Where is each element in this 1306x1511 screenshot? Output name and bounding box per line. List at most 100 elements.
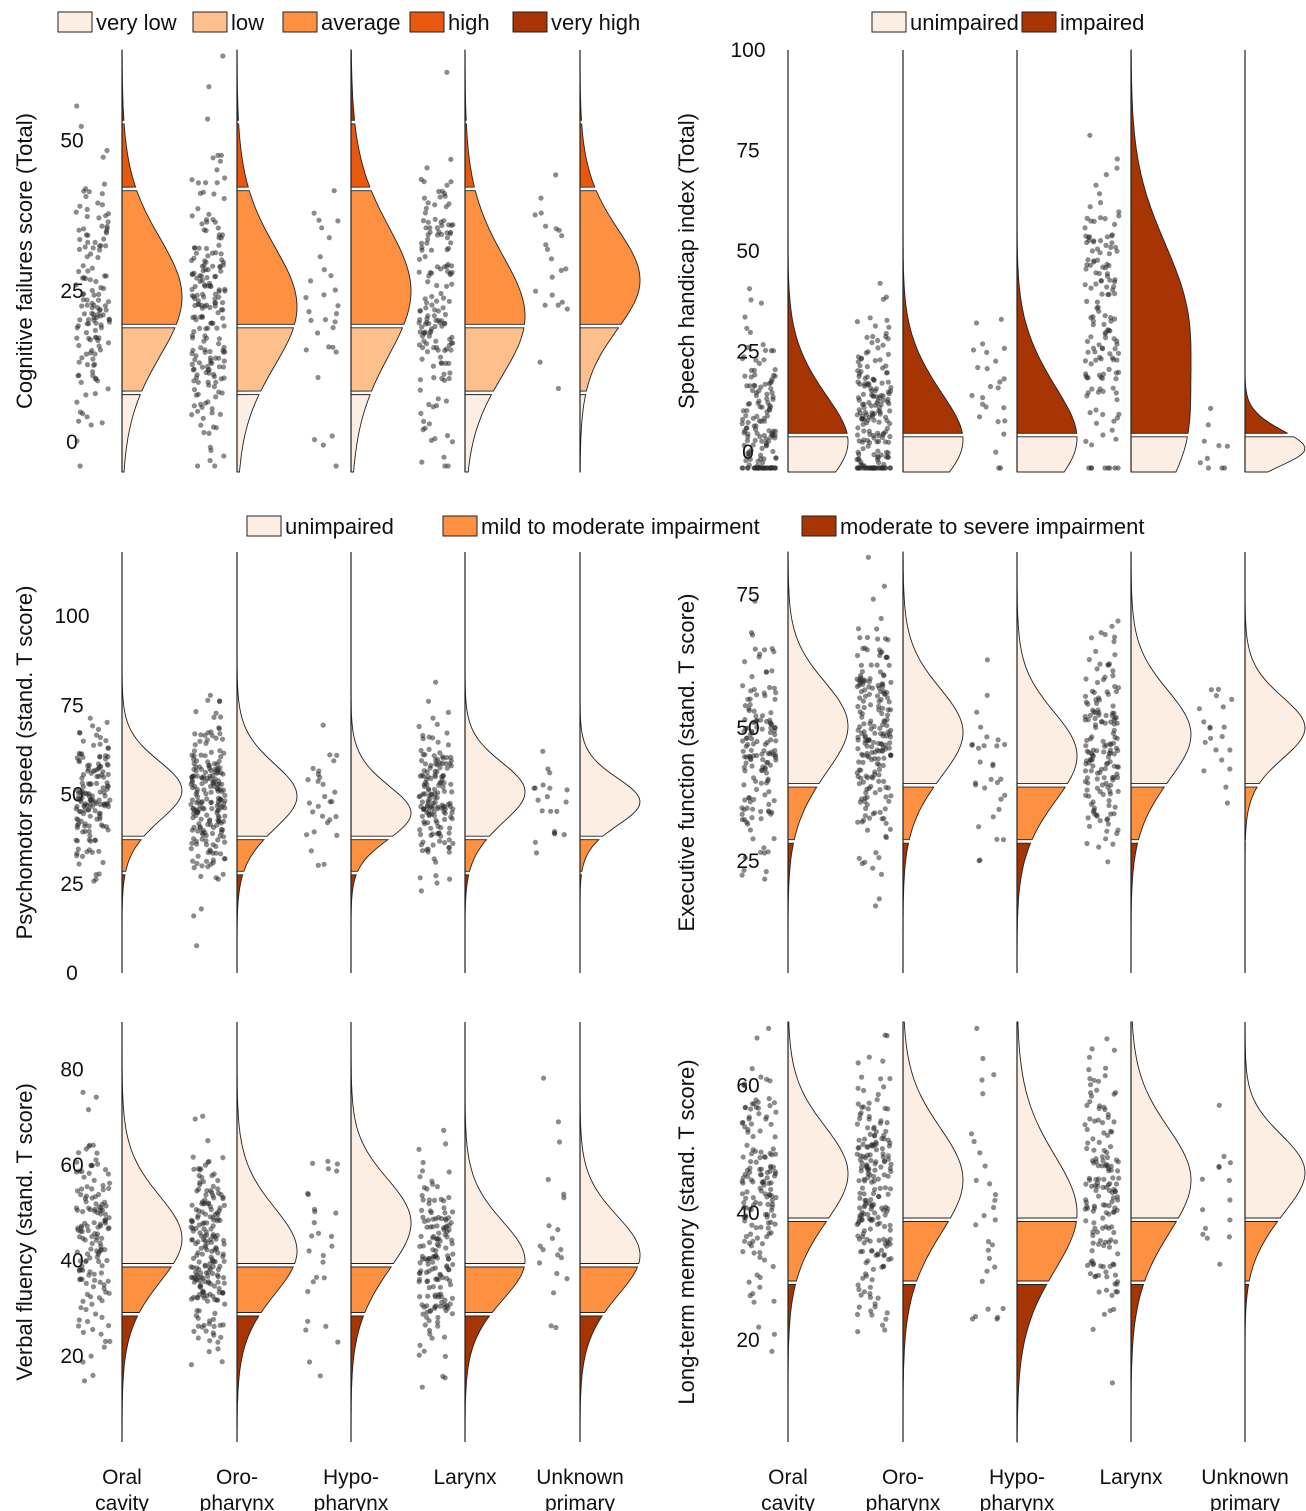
- data-point: [870, 596, 876, 602]
- data-point: [213, 843, 219, 850]
- data-point: [201, 262, 207, 268]
- data-point: [752, 426, 759, 432]
- data-point: [217, 411, 223, 417]
- data-point: [866, 684, 872, 690]
- data-point: [867, 676, 873, 682]
- data-point: [1116, 209, 1122, 215]
- data-point: [97, 306, 103, 313]
- data-point: [869, 1141, 875, 1147]
- data-point: [1106, 1168, 1112, 1174]
- data-point: [202, 258, 208, 264]
- data-point: [886, 798, 892, 804]
- data-point: [758, 780, 764, 786]
- data-point: [747, 1206, 753, 1212]
- data-point: [761, 647, 768, 653]
- data-point: [758, 1188, 764, 1194]
- data-point: [854, 652, 861, 659]
- data-point: [320, 781, 326, 787]
- data-point: [1227, 1197, 1233, 1203]
- data-point: [869, 1312, 875, 1318]
- data-point: [78, 1192, 84, 1198]
- data-point: [441, 454, 447, 460]
- data-point: [335, 1339, 341, 1345]
- data-point: [747, 799, 753, 805]
- data-point: [201, 294, 207, 300]
- data-point: [441, 218, 447, 224]
- data-point: [77, 797, 83, 803]
- data-point: [209, 806, 215, 812]
- data-point: [855, 773, 861, 780]
- density-band-2: [579, 1266, 639, 1313]
- data-point: [743, 413, 749, 419]
- data-point: [89, 347, 95, 354]
- data-point: [748, 688, 754, 694]
- data-point: [771, 798, 777, 804]
- data-point: [1205, 465, 1212, 471]
- data-point: [74, 816, 80, 822]
- data-point: [863, 1271, 869, 1277]
- data-point: [204, 796, 210, 802]
- data-point: [875, 337, 881, 344]
- data-point: [876, 1237, 882, 1243]
- data-point: [761, 850, 768, 856]
- data-point: [994, 836, 1000, 842]
- data-point: [868, 465, 874, 471]
- data-point: [432, 323, 438, 330]
- data-point: [887, 1236, 893, 1242]
- data-point: [870, 1216, 876, 1222]
- data-point: [992, 1264, 998, 1270]
- data-point: [99, 420, 105, 426]
- data-point: [76, 1323, 82, 1329]
- data-point: [79, 751, 85, 757]
- data-point: [87, 1207, 93, 1213]
- data-point: [425, 232, 431, 238]
- data-point: [205, 1279, 212, 1285]
- data-point: [739, 811, 745, 817]
- data-point: [84, 414, 90, 420]
- data-point: [1110, 710, 1116, 716]
- data-point: [865, 554, 872, 560]
- data-point: [748, 1121, 755, 1127]
- data-point: [758, 1149, 764, 1155]
- data-point: [1102, 766, 1108, 772]
- data-point: [1110, 385, 1116, 391]
- data-point: [218, 1334, 224, 1340]
- data-point: [751, 367, 758, 373]
- data-point: [1219, 465, 1225, 471]
- data-point: [1115, 1197, 1121, 1203]
- data-point: [416, 723, 422, 730]
- data-point: [746, 707, 752, 714]
- data-point: [198, 1245, 204, 1251]
- data-point: [203, 1229, 209, 1235]
- data-point: [1111, 336, 1117, 342]
- data-point: [218, 268, 224, 274]
- data-point: [884, 695, 891, 701]
- data-point: [1114, 1289, 1120, 1295]
- data-point: [1091, 1147, 1097, 1153]
- data-point: [984, 349, 990, 355]
- data-point: [762, 876, 768, 882]
- density-band-3: [350, 190, 412, 325]
- legend-swatch-moderate-to-severe-impairment: [801, 515, 837, 537]
- data-point: [876, 896, 882, 902]
- data-point: [1109, 240, 1115, 246]
- data-point: [193, 709, 199, 715]
- data-point: [190, 347, 196, 353]
- data-point: [203, 791, 209, 797]
- data-point: [209, 410, 215, 416]
- data-point: [747, 827, 754, 833]
- data-point: [982, 1163, 988, 1169]
- data-point: [877, 1185, 883, 1191]
- data-point: [431, 813, 437, 819]
- data-point: [867, 315, 873, 321]
- data-point: [975, 745, 982, 751]
- data-point: [213, 1245, 219, 1251]
- data-point: [424, 349, 431, 355]
- data-point: [1114, 165, 1120, 171]
- data-point: [990, 814, 996, 820]
- data-point: [199, 829, 205, 836]
- data-point: [198, 752, 204, 758]
- data-point: [540, 748, 546, 754]
- data-point: [424, 300, 430, 306]
